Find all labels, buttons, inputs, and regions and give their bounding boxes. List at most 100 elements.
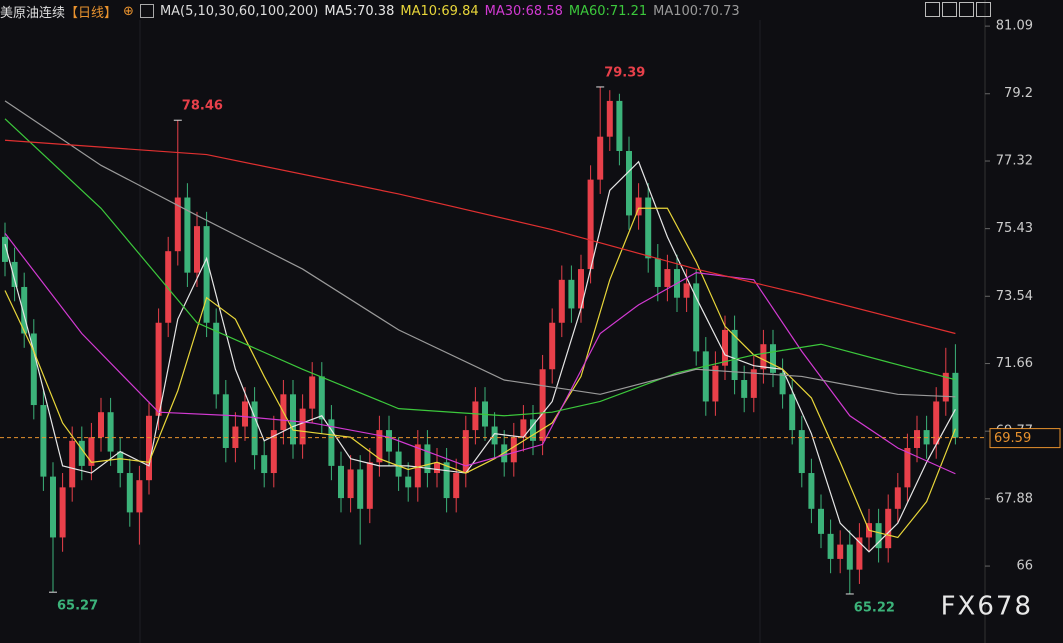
legend-entry: MA5:70.38 bbox=[324, 3, 395, 19]
y-tick-label: 67.88 bbox=[996, 491, 1033, 506]
indicator: MA(5,10,30,60,100,200) bbox=[159, 3, 319, 19]
chart-title: 美原油连续 bbox=[0, 5, 66, 21]
legend-entry: MA60:71.21 bbox=[568, 3, 648, 19]
period[interactable]: 【日线】 bbox=[65, 5, 118, 21]
candle-body bbox=[702, 351, 709, 402]
candle-body bbox=[789, 394, 796, 431]
tool-button[interactable] bbox=[959, 2, 974, 17]
candle-body bbox=[635, 197, 642, 216]
candle-body bbox=[645, 197, 652, 259]
candle-body bbox=[88, 437, 95, 466]
tool-button[interactable] bbox=[942, 2, 957, 17]
candle-body bbox=[318, 376, 325, 420]
candle-body bbox=[194, 226, 200, 273]
candle-body bbox=[357, 469, 364, 509]
extreme-label: 78.46 bbox=[182, 99, 223, 114]
candle-body bbox=[11, 261, 18, 287]
tool-button[interactable] bbox=[925, 2, 940, 17]
candle-body bbox=[30, 333, 37, 406]
candle-body bbox=[933, 401, 940, 445]
candle-body bbox=[827, 533, 834, 559]
watermark: FX678 bbox=[941, 592, 1033, 622]
candle-body bbox=[117, 451, 124, 474]
candle-body bbox=[251, 401, 258, 456]
candle-body bbox=[126, 473, 133, 513]
candle-body bbox=[155, 322, 162, 416]
candle-body bbox=[222, 394, 229, 448]
candle-body bbox=[242, 401, 248, 427]
candle-body bbox=[530, 419, 536, 441]
candle-body bbox=[741, 380, 748, 398]
extreme-label: 79.39 bbox=[604, 65, 645, 80]
candle-body bbox=[578, 269, 584, 309]
candle-body bbox=[261, 455, 268, 474]
extreme-label: 65.22 bbox=[854, 600, 895, 615]
candle-body bbox=[366, 462, 373, 509]
candle-body bbox=[597, 136, 604, 180]
candle-body bbox=[107, 412, 114, 452]
candle-body bbox=[328, 419, 335, 466]
candle-body bbox=[78, 440, 85, 466]
candle-body bbox=[434, 462, 440, 474]
legend-entry: MA100:70.73 bbox=[653, 3, 740, 19]
candle-body bbox=[232, 426, 239, 448]
candle-body bbox=[626, 150, 632, 216]
y-tick-label: 75.43 bbox=[996, 221, 1033, 236]
candle-body bbox=[21, 286, 28, 334]
candle-body bbox=[731, 329, 738, 381]
ma-line bbox=[4, 160, 956, 553]
candle-body bbox=[942, 372, 949, 402]
candle-body bbox=[270, 430, 277, 474]
y-tick-label: 66 bbox=[1016, 559, 1033, 574]
ma-line bbox=[4, 139, 956, 335]
candle-body bbox=[914, 430, 920, 448]
candle-body bbox=[606, 100, 613, 137]
add-icon[interactable]: ⊕ bbox=[123, 3, 134, 19]
candle-body bbox=[885, 508, 892, 549]
candle-body bbox=[69, 440, 76, 488]
legend-entry: MA30:68.58 bbox=[484, 3, 563, 19]
candle-body bbox=[558, 279, 565, 323]
candle-body bbox=[952, 372, 959, 438]
tool-button[interactable] bbox=[976, 2, 991, 17]
candle-body bbox=[760, 344, 767, 370]
candle-body bbox=[808, 473, 815, 509]
candle-body bbox=[309, 376, 316, 409]
candle-body bbox=[616, 100, 623, 151]
candle-body bbox=[338, 465, 344, 499]
candle-body bbox=[443, 462, 450, 499]
y-tick-label: 71.66 bbox=[996, 356, 1033, 371]
candle-body bbox=[347, 469, 354, 499]
candle-body bbox=[750, 369, 757, 398]
toolbar bbox=[925, 2, 991, 17]
ma-line bbox=[4, 118, 956, 417]
candle-body bbox=[146, 415, 152, 481]
candle-body bbox=[59, 487, 66, 538]
extreme-label: 65.27 bbox=[57, 599, 98, 614]
candle-body bbox=[453, 473, 460, 499]
candle-body bbox=[462, 430, 469, 474]
candle-body bbox=[174, 197, 181, 252]
last-price-label: 69.59 bbox=[994, 431, 1031, 446]
candle-body bbox=[856, 537, 863, 570]
candle-body bbox=[818, 508, 824, 534]
indicator-icon[interactable] bbox=[139, 4, 154, 18]
candle-body bbox=[693, 283, 700, 352]
candle-body bbox=[568, 279, 575, 309]
candle-body bbox=[510, 437, 517, 463]
candle-body bbox=[395, 451, 402, 477]
candle-body bbox=[50, 476, 56, 538]
candle-body bbox=[40, 405, 47, 477]
candle-body bbox=[213, 322, 220, 395]
header: 美原油连续 【日线】 ⊕ MA(5,10,30,60,100,200) MA5:… bbox=[0, 0, 740, 22]
y-tick-label: 79.2 bbox=[1004, 86, 1033, 101]
legend-entry: MA10:69.84 bbox=[400, 3, 479, 19]
candle-body bbox=[549, 322, 556, 370]
candle-body bbox=[904, 447, 911, 488]
candle-body bbox=[539, 369, 546, 441]
ma-line bbox=[4, 232, 956, 475]
candle-body bbox=[520, 419, 527, 438]
candle-body bbox=[846, 544, 853, 570]
